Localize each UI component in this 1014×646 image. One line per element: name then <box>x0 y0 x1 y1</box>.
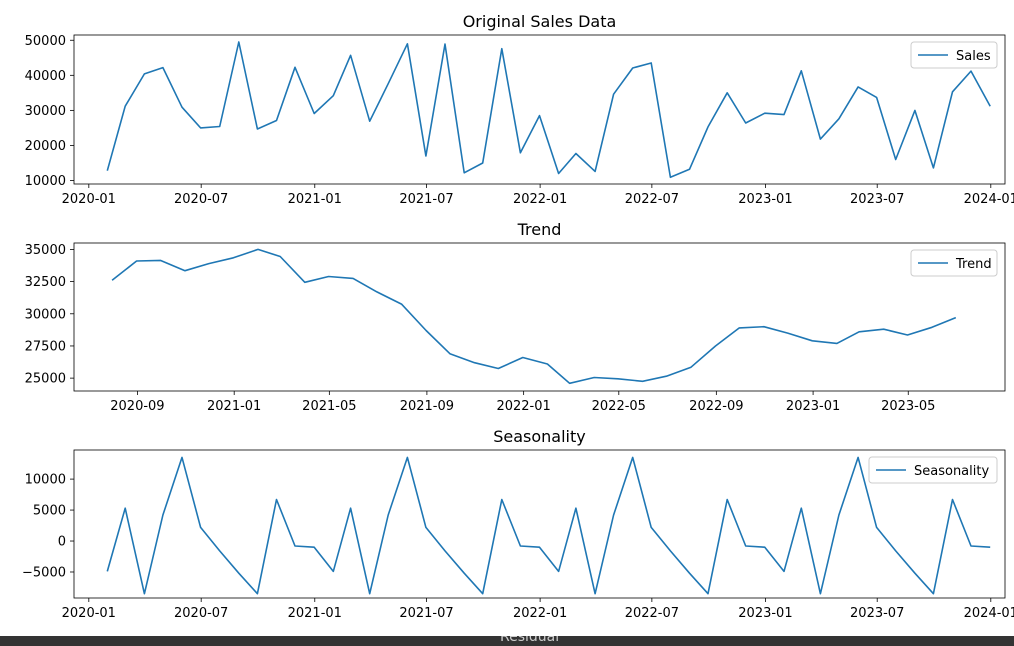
y-tick-label: −5000 <box>22 565 66 580</box>
legend-box <box>910 249 998 277</box>
x-tick-label: 2020-07 <box>174 606 228 621</box>
x-tick-label: 2022-01 <box>513 606 567 621</box>
legend-label: Trend <box>955 257 992 272</box>
x-tick-label: 2020-07 <box>174 192 228 207</box>
bottom-bar-label: Residual <box>500 636 560 645</box>
x-tick-label: 2022-07 <box>625 192 679 207</box>
chart-title: Original Sales Data <box>463 12 617 31</box>
legend-box <box>910 41 998 69</box>
x-tick-label: 2023-01 <box>738 192 792 207</box>
legend-label: Sales <box>956 49 991 64</box>
x-tick-label: 2020-01 <box>62 192 116 207</box>
plot-frame <box>73 449 1006 599</box>
x-tick-label: 2022-01 <box>513 192 567 207</box>
plot-frame <box>73 242 1006 392</box>
x-tick-label: 2021-01 <box>288 606 342 621</box>
legend: Trend <box>910 249 998 277</box>
series-line-seasonality <box>106 456 991 595</box>
legend: Sales <box>910 41 998 69</box>
x-tick-label: 2021-01 <box>207 399 261 414</box>
y-tick-label: 20000 <box>25 139 66 154</box>
legend: Seasonality <box>868 456 998 484</box>
x-tick-label: 2023-05 <box>881 399 935 414</box>
x-tick-label: 2020-09 <box>110 399 164 414</box>
series-line-sales <box>106 41 991 179</box>
x-tick-label: 2022-07 <box>625 606 679 621</box>
series-line-trend <box>111 248 957 385</box>
legend-label: Seasonality <box>914 464 989 479</box>
bottom-dark-bar: Residual <box>0 636 1014 646</box>
y-tick-label: 40000 <box>25 69 66 84</box>
x-tick-label: 2021-07 <box>399 192 453 207</box>
y-tick-label: 35000 <box>25 243 66 258</box>
x-tick-label: 2021-07 <box>399 606 453 621</box>
chart-panel-3: Seasonality 2020-01 2020-07 2021-01 2021-07 2… <box>22 427 1014 621</box>
y-tick-label: 30000 <box>25 307 66 322</box>
chart-title: Trend <box>517 220 562 239</box>
plot-frame <box>73 34 1006 185</box>
x-tick-label: 2023-07 <box>850 192 904 207</box>
x-tick-label: 2022-01 <box>496 399 550 414</box>
y-tick-label: 5000 <box>33 504 66 519</box>
y-tick-label: 32500 <box>25 275 66 290</box>
x-tick-label: 2024-01 <box>964 192 1014 207</box>
legend-box <box>868 456 998 484</box>
y-tick-label: 0 <box>58 535 66 550</box>
x-tick-label: 2023-01 <box>738 606 792 621</box>
chart-title: Seasonality <box>493 427 586 446</box>
y-tick-label: 50000 <box>25 34 66 49</box>
x-tick-label: 2024-01 <box>964 606 1014 621</box>
y-tick-label: 30000 <box>25 104 66 119</box>
y-tick-label: 25000 <box>25 372 66 387</box>
x-tick-label: 2023-01 <box>786 399 840 414</box>
x-tick-label: 2022-05 <box>592 399 646 414</box>
x-tick-label: 2020-01 <box>62 606 116 621</box>
x-tick-label: 2021-05 <box>302 399 356 414</box>
y-tick-label: 10000 <box>25 473 66 488</box>
x-tick-label: 2023-07 <box>850 606 904 621</box>
chart-panel-1: Original Sales Data 2020-01 2020-07 2021-01… <box>25 12 1014 207</box>
y-tick-label: 27500 <box>25 339 66 354</box>
x-tick-label: 2021-09 <box>400 399 454 414</box>
x-tick-label: 2022-09 <box>689 399 743 414</box>
x-tick-label: 2021-01 <box>288 192 342 207</box>
chart-panel-2: Trend 2020-09 2021-01 2021-05 2021-09 2022-01… <box>25 220 1006 414</box>
y-tick-label: 10000 <box>25 174 66 189</box>
